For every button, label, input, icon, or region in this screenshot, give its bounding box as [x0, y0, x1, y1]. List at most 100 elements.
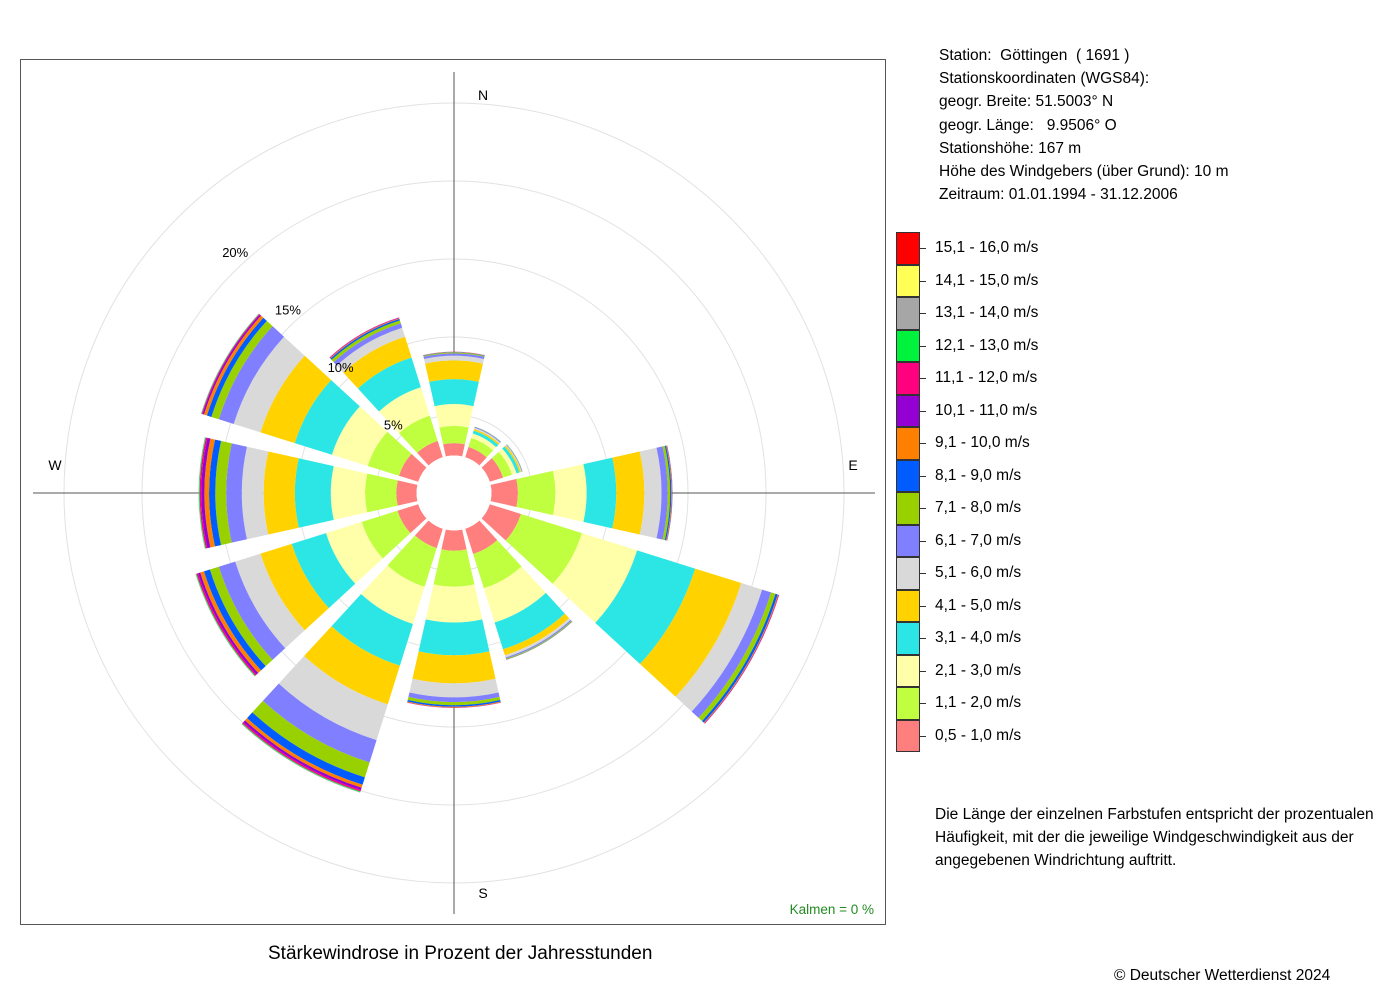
- chart-labels: N E S W 5% 10% 15% 20% Kalmen = 0 %: [48, 87, 874, 917]
- compass-south: S: [478, 885, 487, 901]
- speed-band: [656, 446, 668, 540]
- speed-band: [252, 700, 370, 778]
- speed-band: [441, 529, 467, 551]
- speed-band: [263, 451, 299, 535]
- speed-band: [504, 445, 521, 473]
- speed-band: [361, 565, 425, 624]
- ring-label: 15%: [275, 302, 301, 317]
- speed-band: [357, 357, 421, 412]
- legend-tick: [920, 443, 926, 444]
- legend-swatch: [896, 654, 920, 687]
- legend-item: 8,1 - 9,0 m/s: [896, 459, 1196, 492]
- speed-band: [639, 447, 662, 539]
- legend-swatch: [896, 297, 920, 330]
- legend-item: 6,1 - 7,0 m/s: [896, 524, 1196, 557]
- wind-sector-270: [198, 437, 418, 549]
- legend-swatch: [896, 557, 920, 590]
- legend-label: 5,1 - 6,0 m/s: [935, 564, 1022, 581]
- speed-band: [379, 387, 430, 434]
- speed-band: [409, 678, 499, 698]
- wind-sector-180: [407, 529, 501, 708]
- station-info: Station: Göttingen ( 1691 ) Stationskoor…: [939, 44, 1228, 206]
- speed-band: [516, 470, 556, 516]
- wind-sector-30: [465, 426, 502, 466]
- speed-band: [218, 326, 285, 424]
- speed-band: [472, 430, 499, 448]
- speed-band: [504, 618, 571, 658]
- speed-band: [407, 701, 501, 708]
- speed-band: [505, 444, 522, 473]
- speed-band: [387, 535, 437, 587]
- speed-band: [502, 446, 520, 474]
- legend-label: 8,1 - 9,0 m/s: [935, 466, 1022, 484]
- legend-swatch: [896, 589, 920, 622]
- compass-west: W: [48, 457, 62, 473]
- speed-band: [367, 431, 412, 476]
- legend-tick: [920, 703, 926, 704]
- speed-band: [423, 352, 485, 356]
- legend-swatch: [896, 362, 920, 395]
- wind-sector-0: [423, 351, 485, 457]
- legend-label: 7,1 - 8,0 m/s: [935, 499, 1022, 516]
- speed-band: [471, 433, 497, 451]
- legend-tick: [920, 670, 926, 672]
- speed-band: [291, 533, 356, 609]
- speed-band: [443, 443, 465, 457]
- speed-band: [666, 445, 673, 541]
- legend-item: 9,1 - 10,0 m/s: [896, 427, 1196, 460]
- speed-band: [294, 380, 360, 455]
- station-name-line: Station: Göttingen ( 1691 ): [939, 47, 1130, 64]
- speed-band: [675, 583, 763, 712]
- speed-band: [211, 320, 273, 420]
- speed-band: [399, 415, 438, 453]
- speed-band: [481, 458, 504, 482]
- speed-band: [407, 702, 501, 708]
- legend-label: 6,1 - 7,0 m/s: [935, 531, 1022, 549]
- speed-band: [361, 510, 411, 559]
- legend-tick: [920, 345, 926, 347]
- speed-band: [365, 473, 398, 513]
- speed-band: [418, 619, 490, 656]
- legend-swatch: [896, 492, 920, 525]
- speed-band: [494, 592, 565, 650]
- ring-label: 5%: [384, 417, 403, 432]
- time-period: Zeitraum: 01.01.1994 - 31.12.2006: [939, 186, 1178, 204]
- legend-item: 15,1 - 16,0 m/s: [896, 232, 1196, 265]
- speed-band: [429, 379, 479, 407]
- ring-label: 20%: [222, 245, 248, 260]
- sensor-height: Höhe des Windgebers (über Grund): 10 m: [939, 163, 1229, 181]
- speed-band: [666, 445, 672, 541]
- legend-item: 2,1 - 3,0 m/s: [896, 654, 1196, 687]
- speed-band: [425, 584, 483, 623]
- wind-sector-240: [195, 504, 427, 677]
- legend-swatch: [896, 329, 920, 362]
- legend-tick: [920, 735, 926, 737]
- speed-band: [331, 594, 413, 666]
- legend-item: 0,5 - 1,0 m/s: [896, 719, 1196, 752]
- speed-band: [640, 568, 742, 697]
- legend-tick: [920, 605, 926, 607]
- speed-band: [662, 445, 671, 541]
- legend-tick: [920, 573, 926, 574]
- speed-band: [209, 566, 273, 667]
- wind-sector-120: [481, 504, 780, 724]
- speed-band: [294, 458, 334, 528]
- compass-east: E: [848, 457, 857, 473]
- speed-band: [414, 520, 443, 549]
- legend-item: 5,1 - 6,0 m/s: [896, 557, 1196, 590]
- compass-north: N: [478, 87, 488, 103]
- wind-sector-150: [465, 520, 573, 660]
- legend-swatch: [896, 459, 920, 492]
- speed-band: [200, 571, 262, 674]
- speed-band: [667, 445, 673, 541]
- legend-label: 11,1 - 12,0 m/s: [935, 369, 1038, 386]
- legend-label: 10,1 - 11,0 m/s: [935, 401, 1038, 419]
- speed-band: [505, 513, 583, 584]
- explanation-note: Die Länge der einzelnen Farbstufen entsp…: [935, 806, 1374, 869]
- speed-band: [434, 404, 474, 428]
- wind-sector-330: [329, 317, 443, 466]
- speed-band: [198, 437, 206, 549]
- legend-swatch: [896, 394, 920, 427]
- speed-band: [336, 327, 406, 373]
- legend-swatch: [896, 232, 920, 265]
